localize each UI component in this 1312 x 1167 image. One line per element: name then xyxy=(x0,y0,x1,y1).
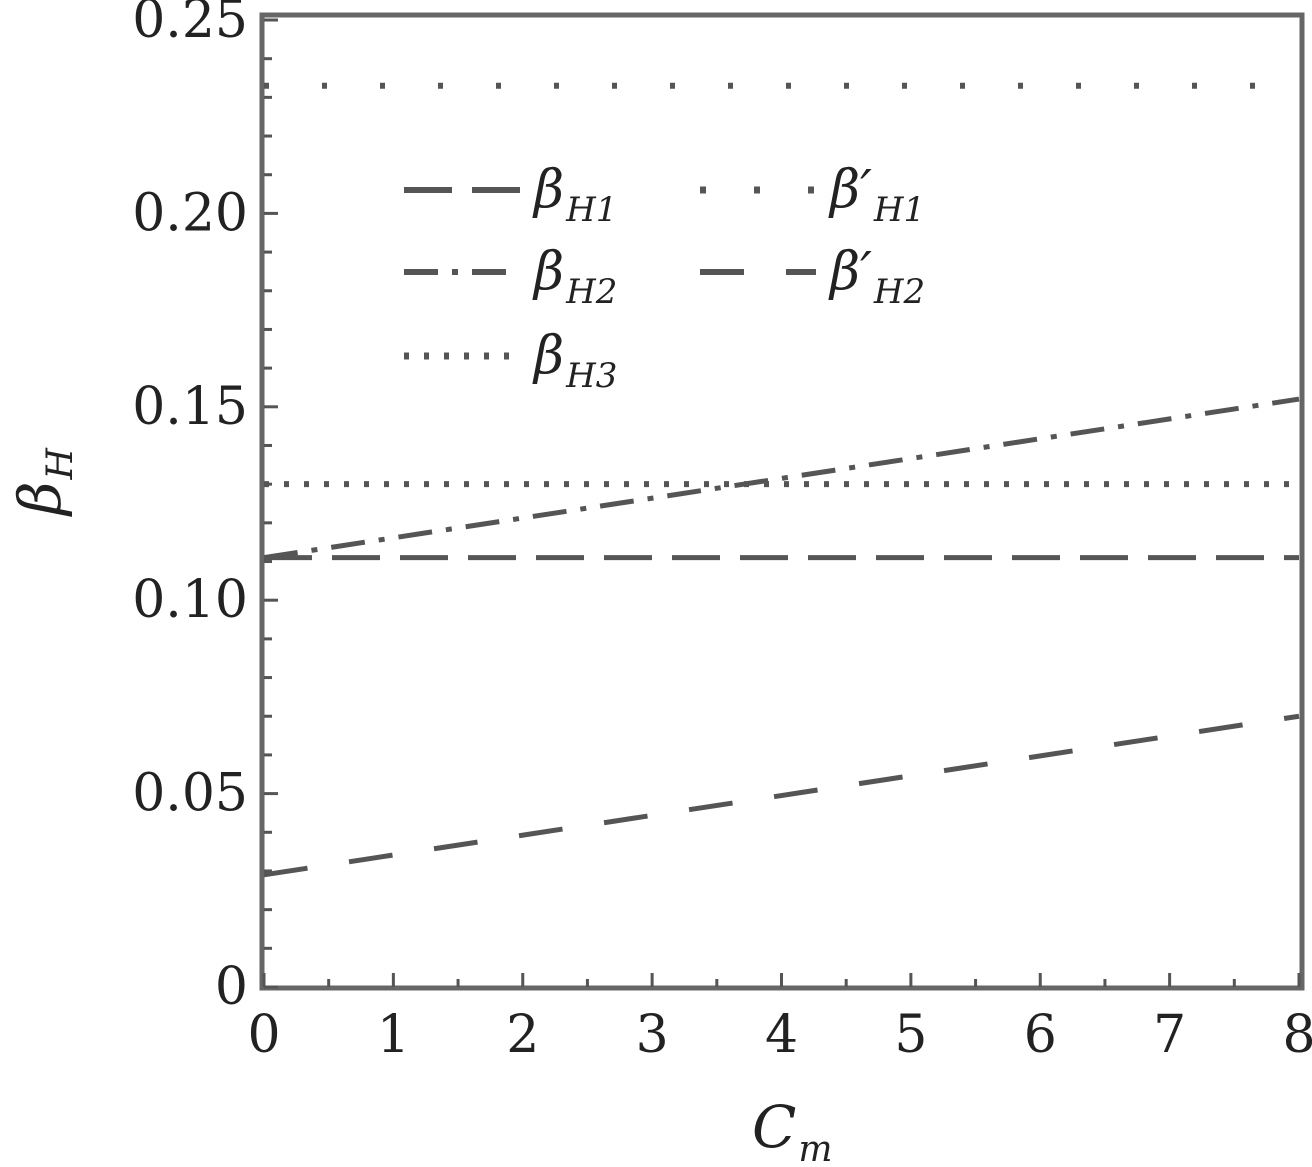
y-axis-title-sub: H xyxy=(40,447,81,480)
legend-label-1: βH1 xyxy=(532,160,617,230)
x-axis-title-main: C xyxy=(752,1093,796,1161)
y-tick-label: 0 xyxy=(215,957,248,1017)
y-tick-label: 0.05 xyxy=(132,764,248,824)
legend-label-main: β xyxy=(532,242,564,302)
legend-label-main: β xyxy=(532,326,564,386)
y-axis-title-main: β xyxy=(6,481,74,517)
series-line-2 xyxy=(263,396,1300,561)
legend-label-2: βH2 xyxy=(532,242,617,312)
y-tick-label: 0.25 xyxy=(132,0,248,50)
y-axis-ticks: 0 0.05 0.10 0.15 0.20 0.25 xyxy=(132,0,278,1017)
x-tick-label: 7 xyxy=(1153,1005,1186,1065)
x-axis-ticks: 0 1 2 3 4 5 6 7 8 xyxy=(247,973,1312,1065)
x-tick-label: 2 xyxy=(506,1005,539,1065)
legend-label-main: β′ xyxy=(828,160,872,220)
series-line-5 xyxy=(263,713,1300,878)
x-tick-label: 0 xyxy=(247,1005,280,1065)
y-axis-title: βH xyxy=(6,447,81,517)
x-tick-label: 5 xyxy=(894,1005,927,1065)
legend-label-3: βH3 xyxy=(532,326,617,396)
legend-label-5: β′H2 xyxy=(828,242,925,312)
legend-label-sub: H1 xyxy=(565,190,617,230)
x-tick-label: 1 xyxy=(377,1005,410,1065)
x-axis-title: Cm xyxy=(752,1093,833,1167)
legend-label-sub: H2 xyxy=(873,272,925,312)
x-axis-title-sub: m xyxy=(798,1129,832,1167)
plot-frame xyxy=(259,12,1305,991)
y-tick-label: 0.15 xyxy=(132,377,248,437)
legend-label-main: β′ xyxy=(828,242,872,302)
series-layer xyxy=(263,82,1300,878)
legend-label-sub: H3 xyxy=(565,356,617,396)
x-tick-label: 3 xyxy=(636,1005,669,1065)
y-tick-label: 0.10 xyxy=(132,570,248,630)
legend-label-4: β′H1 xyxy=(828,160,925,230)
y-tick-label: 0.20 xyxy=(132,183,248,243)
x-tick-label: 4 xyxy=(765,1005,798,1065)
x-tick-label: 6 xyxy=(1024,1005,1057,1065)
legend-label-sub: H2 xyxy=(565,272,617,312)
legend-label-main: β xyxy=(532,160,564,220)
x-tick-label: 8 xyxy=(1282,1005,1312,1065)
legend-label-sub: H1 xyxy=(873,190,925,230)
